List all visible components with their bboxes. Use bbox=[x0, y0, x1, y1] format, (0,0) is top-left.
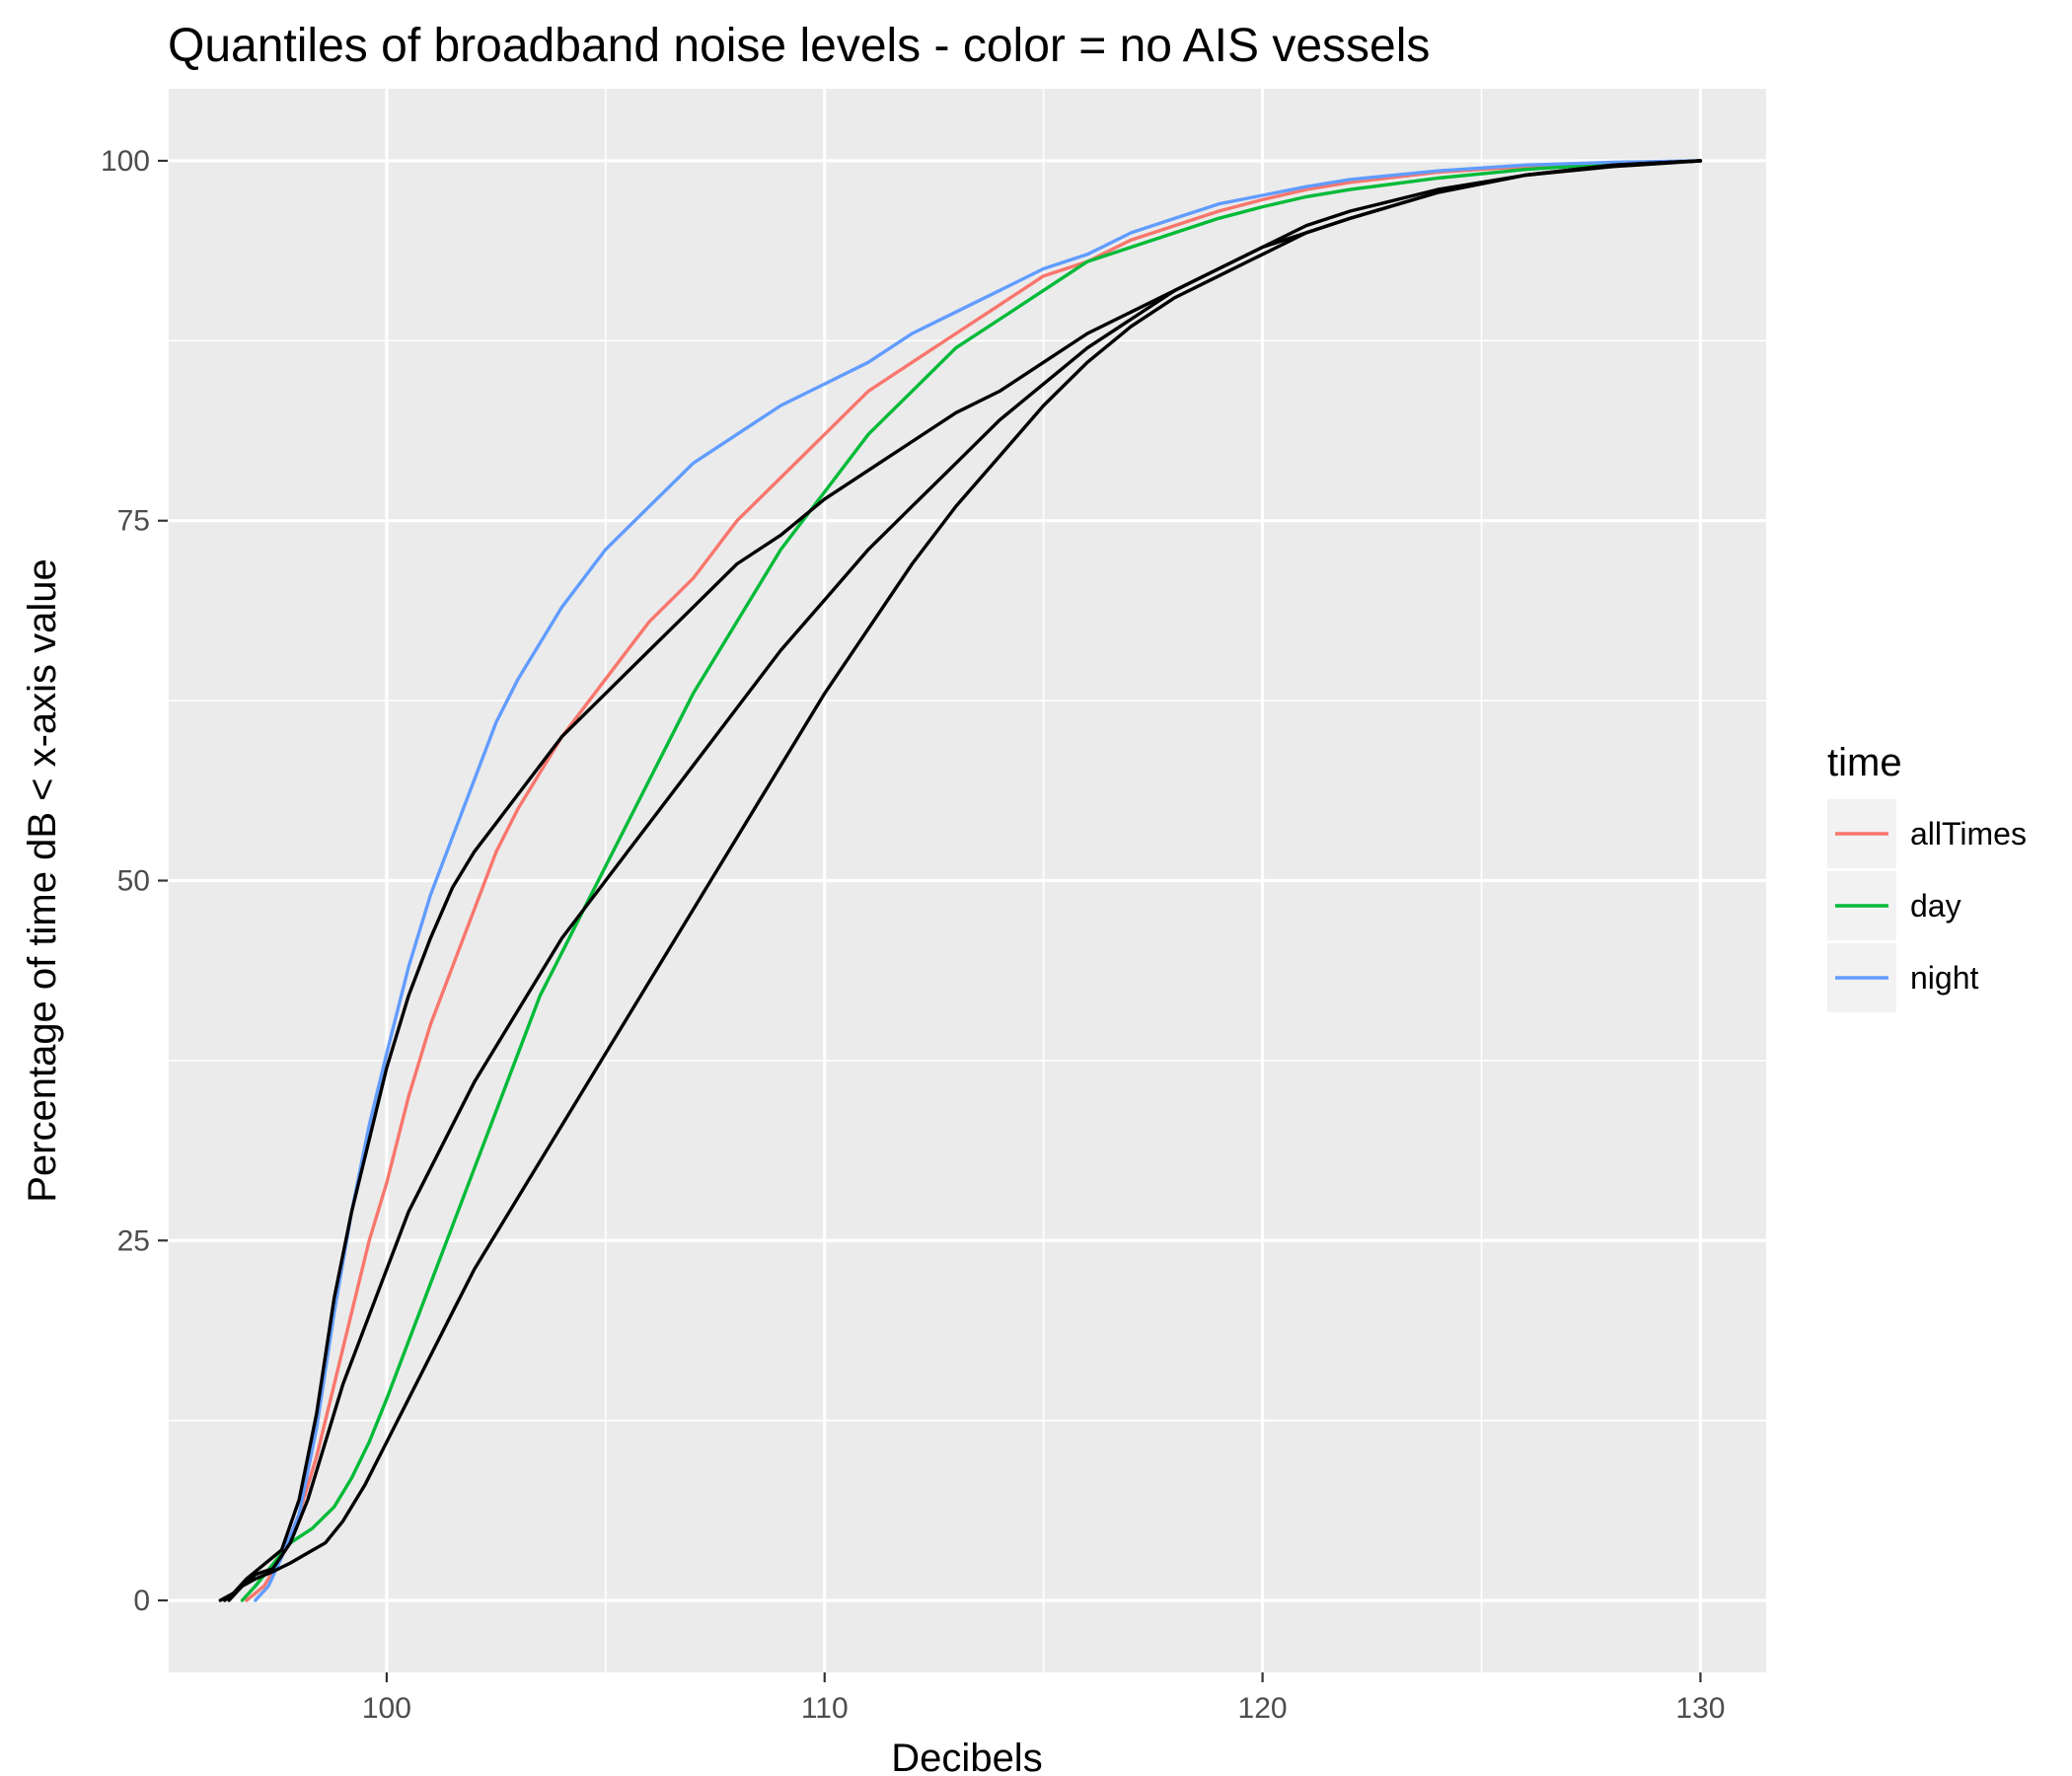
x-tick-label: 110 bbox=[801, 1692, 849, 1725]
y-tick-label: 50 bbox=[117, 865, 150, 898]
grid-lines bbox=[167, 89, 1766, 1672]
series-line-reference-5 bbox=[227, 159, 1703, 1602]
series-line-alltimes bbox=[245, 159, 1703, 1602]
series-line-day bbox=[240, 159, 1703, 1602]
y-axis: 0 25 50 75 100 bbox=[101, 145, 168, 1617]
x-axis: 100 110 120 130 bbox=[362, 1672, 1725, 1725]
series-layer bbox=[218, 159, 1703, 1602]
series-line-reference-4 bbox=[223, 159, 1703, 1602]
legend-title: time bbox=[1827, 741, 1902, 784]
legend-label-day: day bbox=[1910, 888, 1961, 924]
y-tick-label: 25 bbox=[117, 1224, 150, 1257]
y-tick-label: 100 bbox=[101, 145, 150, 178]
x-axis-title: Decibels bbox=[891, 1737, 1042, 1776]
x-tick-label: 100 bbox=[362, 1692, 411, 1725]
chart-title: Quantiles of broadband noise levels - co… bbox=[168, 20, 1430, 72]
y-tick-label: 0 bbox=[133, 1585, 150, 1617]
legend-label-alltimes: allTimes bbox=[1910, 816, 2027, 851]
x-tick-label: 120 bbox=[1238, 1692, 1288, 1725]
legend: time allTimes day night bbox=[1827, 741, 2027, 1012]
y-axis-title: Percentage of time dB < x-axis value bbox=[21, 558, 64, 1203]
x-tick-label: 130 bbox=[1675, 1692, 1725, 1725]
legend-label-night: night bbox=[1910, 960, 1979, 996]
y-tick-label: 75 bbox=[117, 505, 150, 538]
